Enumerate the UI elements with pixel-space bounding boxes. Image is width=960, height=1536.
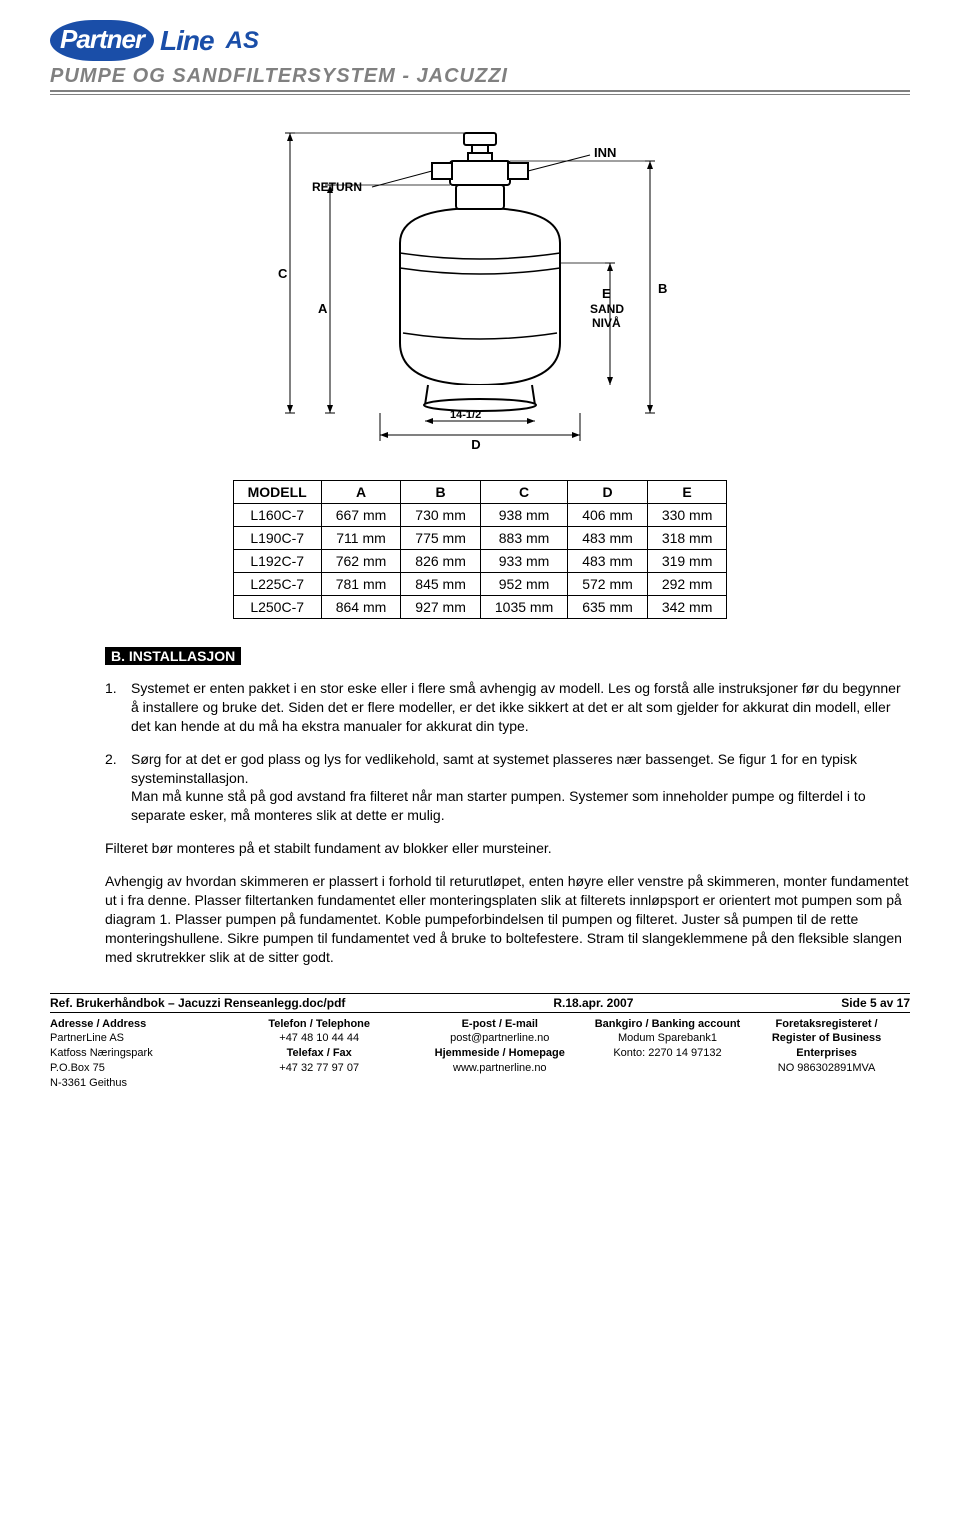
- footer-col-phone: Telefon / Telephone +47 48 10 44 44 Tele…: [231, 1017, 420, 1091]
- label-a: A: [318, 301, 328, 316]
- th-d: D: [568, 481, 648, 504]
- label-e: E: [602, 286, 611, 301]
- header-title: PUMPE OG SANDFILTERSYSTEM - JACUZZI: [50, 65, 910, 88]
- label-c: C: [278, 266, 288, 281]
- paragraph: Filteret bør monteres på et stabilt fund…: [105, 839, 910, 858]
- th-c: C: [480, 481, 567, 504]
- th-b: B: [401, 481, 481, 504]
- logo-line-text: Line: [160, 25, 214, 57]
- table-header-row: MODELL A B C D E: [233, 481, 727, 504]
- item-number: 2.: [105, 750, 131, 826]
- th-modell: MODELL: [233, 481, 321, 504]
- ref-mid: R.18.apr. 2007: [553, 996, 633, 1010]
- item-text: Sørg for at det er god plass og lys for …: [131, 750, 910, 826]
- header-rule: [50, 90, 910, 92]
- table-body: L160C-7667 mm730 mm938 mm406 mm330 mm L1…: [233, 504, 727, 619]
- dimension-table: MODELL A B C D E L160C-7667 mm730 mm938 …: [233, 480, 728, 619]
- table-row: L225C-7781 mm845 mm952 mm572 mm292 mm: [233, 573, 727, 596]
- label-d: D: [471, 437, 480, 452]
- ref-right: Side 5 av 17: [841, 996, 910, 1010]
- logo-oval: Partner: [50, 20, 154, 61]
- label-inn: INN: [594, 145, 616, 160]
- label-b: B: [658, 281, 667, 296]
- diagram-svg: C A B E SAND NIVÅ D 14-1/2: [250, 113, 710, 453]
- table-row: L250C-7864 mm927 mm1035 mm635 mm342 mm: [233, 596, 727, 619]
- footer-col-bank: Bankgiro / Banking account Modum Spareba…: [592, 1017, 755, 1091]
- logo-oval-text: Partner: [60, 24, 144, 54]
- table-row: L190C-7711 mm775 mm883 mm483 mm318 mm: [233, 527, 727, 550]
- th-e: E: [647, 481, 727, 504]
- footer-columns: Adresse / Address PartnerLine AS Katfoss…: [50, 1017, 910, 1091]
- footer-col-address: Adresse / Address PartnerLine AS Katfoss…: [50, 1017, 231, 1091]
- footer-rule: [50, 1012, 910, 1013]
- list-item-1: 1. Systemet er enten pakket i en stor es…: [105, 679, 910, 736]
- th-a: A: [321, 481, 401, 504]
- label-return: RETURN: [312, 180, 362, 194]
- ref-left: Ref. Brukerhåndbok – Jacuzzi Renseanlegg…: [50, 996, 345, 1010]
- footer-col-email: E-post / E-mail post@partnerline.no Hjem…: [420, 1017, 592, 1091]
- item-number: 1.: [105, 679, 131, 736]
- logo: Partner Line AS: [50, 20, 910, 61]
- item-text: Systemet er enten pakket i en stor eske …: [131, 679, 910, 736]
- label-niva: NIVÅ: [592, 315, 621, 330]
- list-item-2: 2. Sørg for at det er god plass og lys f…: [105, 750, 910, 826]
- table-row: L192C-7762 mm826 mm933 mm483 mm319 mm: [233, 550, 727, 573]
- header: Partner Line AS PUMPE OG SANDFILTERSYSTE…: [50, 20, 910, 95]
- logo-as-text: AS: [226, 27, 259, 55]
- table-row: L160C-7667 mm730 mm938 mm406 mm330 mm: [233, 504, 727, 527]
- footer-col-register: Foretaksregisteret / Register of Busines…: [755, 1017, 910, 1091]
- filter-diagram: C A B E SAND NIVÅ D 14-1/2: [50, 113, 910, 456]
- paragraph: Avhengig av hvordan skimmeren er plasser…: [105, 872, 910, 966]
- reference-line: Ref. Brukerhåndbok – Jacuzzi Renseanlegg…: [50, 994, 910, 1012]
- body-text: 1. Systemet er enten pakket i en stor es…: [50, 679, 910, 967]
- section-b-heading: B. INSTALLASJON: [105, 647, 241, 665]
- header-rule-thin: [50, 94, 910, 95]
- label-sand: SAND: [590, 302, 624, 316]
